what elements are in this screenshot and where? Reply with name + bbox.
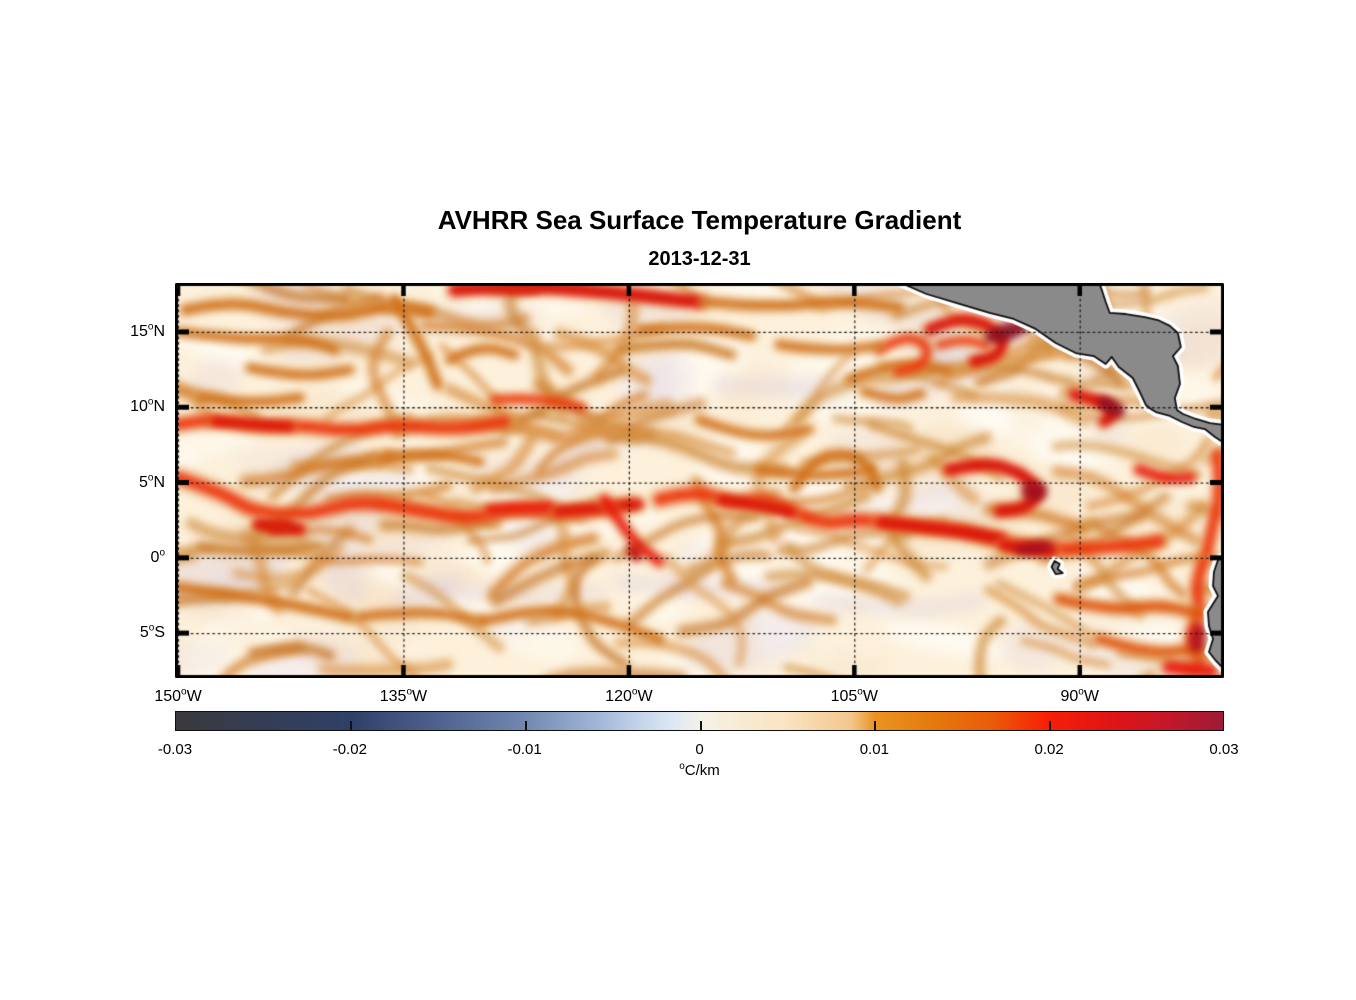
sst-gradient-map	[175, 283, 1224, 678]
colorbar-tick-mark	[524, 721, 527, 730]
x-tick-label: 150oW	[154, 686, 202, 705]
chart-date-subtitle: 2013-12-31	[648, 248, 751, 270]
colorbar	[175, 711, 1224, 731]
colorbar-tick-mark	[699, 721, 702, 730]
colorbar-tick-label: -0.03	[157, 741, 193, 758]
colorbar-tick-label: 0.02	[1034, 741, 1064, 758]
colorbar-tick-mark	[1049, 721, 1052, 730]
colorbar-tick-label: -0.01	[507, 741, 542, 758]
colorbar-tick-mark	[349, 721, 352, 730]
y-tick-label: 5oN	[138, 472, 165, 491]
colorbar-tick-label: 0.01	[859, 741, 889, 758]
x-tick-label: 90oW	[1060, 686, 1099, 705]
y-tick-label: 0o	[150, 547, 165, 566]
colorbar-unit-label: oC/km	[679, 761, 720, 780]
colorbar-tick-label: 0	[695, 741, 704, 758]
y-tick-label: 15oN	[130, 321, 165, 340]
x-tick-label: 105oW	[830, 686, 878, 705]
chart-title: AVHRR Sea Surface Temperature Gradient	[437, 205, 962, 235]
y-tick-label: 5oS	[139, 622, 165, 642]
y-tick-label: 10oN	[130, 396, 165, 416]
colorbar-tick-mark	[874, 721, 877, 730]
x-tick-label: 135oW	[379, 686, 428, 705]
colorbar-tick-label: -0.02	[332, 741, 367, 758]
colorbar-tick-label: 0.03	[1209, 741, 1239, 758]
x-tick-label: 120oW	[605, 686, 653, 705]
